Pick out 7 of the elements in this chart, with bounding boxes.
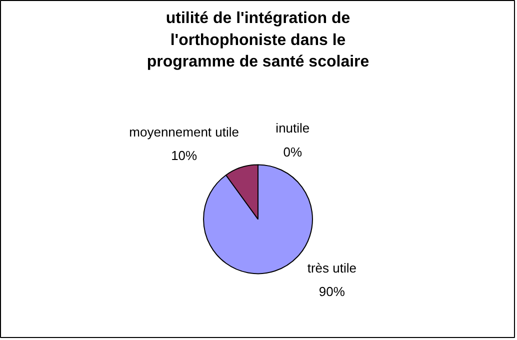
slice-label: très utile <box>307 260 356 276</box>
data-label: 90% <box>318 284 346 300</box>
text: 0% <box>283 144 302 160</box>
category-label: inutile <box>276 120 310 136</box>
slice-label: moyennement utile <box>129 124 239 140</box>
chart-title: utilité de l'intégration de l'orthophoniste dans le programme de santé scolaire <box>146 10 370 71</box>
data-label: 10% <box>171 148 198 164</box>
